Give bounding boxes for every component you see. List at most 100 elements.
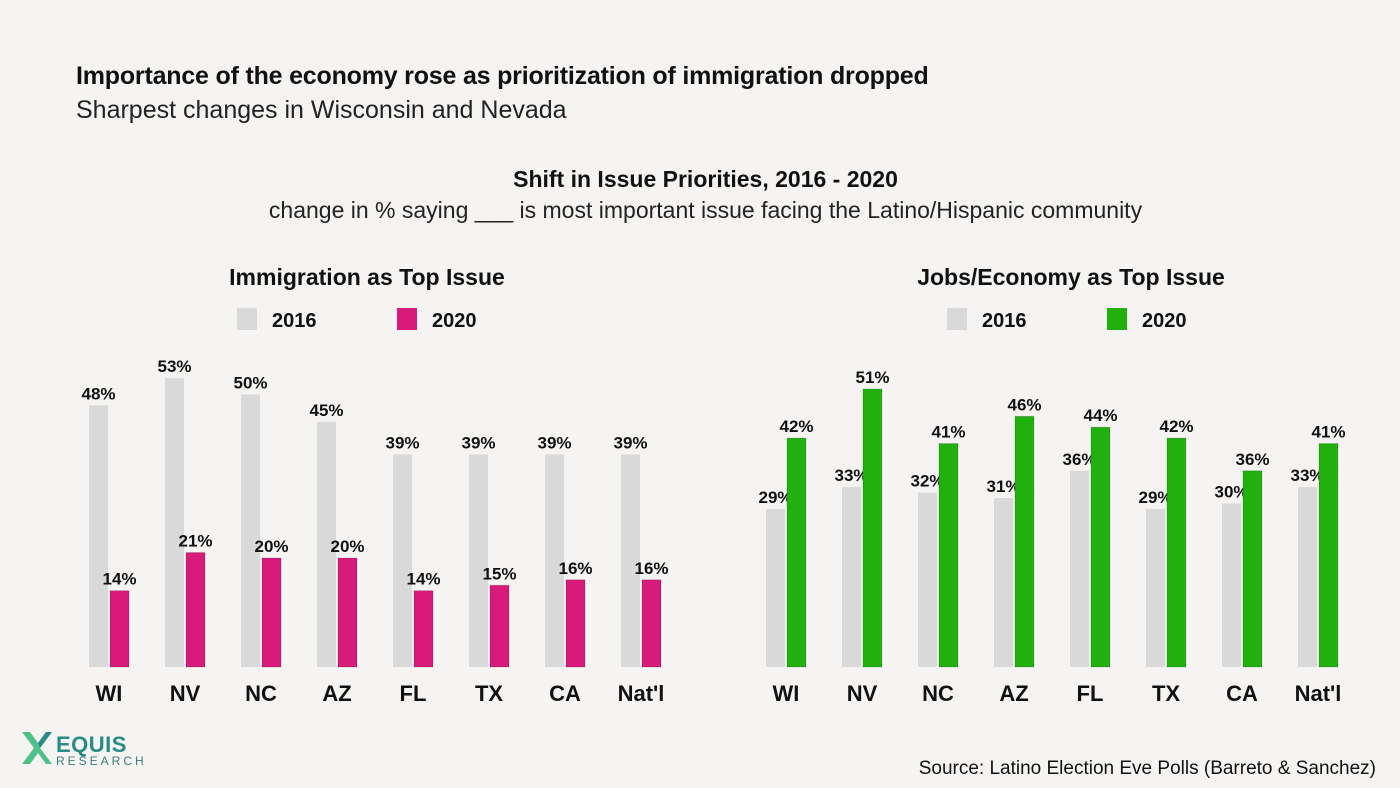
immigration-legend-label-2016: 2016 (272, 310, 317, 332)
source-note: Source: Latino Election Eve Polls (Barre… (918, 758, 1376, 779)
immigration-category-label-AZ: AZ (322, 681, 351, 706)
economy-value-label-AZ-2016: 31% (986, 477, 1020, 496)
immigration-legend-swatch-2016 (237, 308, 257, 330)
chart-subtitle: change in % saying ___ is most important… (268, 197, 1143, 223)
immigration-category-label-NC: NC (245, 681, 277, 706)
economy-value-label-WI-2020: 42% (779, 417, 813, 436)
economy-bar-NV-2016 (842, 487, 861, 667)
immigration-value-label-AZ-2016: 45% (309, 401, 343, 420)
economy-value-label-NC-2016: 32% (910, 472, 944, 491)
immigration-bar-AZ-2016 (317, 421, 336, 667)
economy-bar-WI-2016 (766, 508, 785, 667)
immigration-bar-AZ-2020 (337, 557, 358, 668)
immigration-bar-Natl-2020 (641, 579, 662, 668)
immigration-value-label-NC-2016: 50% (233, 374, 267, 393)
immigration-value-label-NV-2016: 53% (157, 357, 191, 376)
economy-category-label-WI: WI (773, 681, 800, 706)
immigration-bar-WI-2016 (89, 405, 108, 667)
immigration-bar-Natl-2016 (621, 454, 640, 667)
immigration-value-label-TX-2016: 39% (461, 433, 495, 452)
immigration-bar-FL-2020 (413, 590, 434, 668)
economy-value-label-Natl-2016: 33% (1290, 466, 1324, 485)
immigration-bar-CA-2016 (545, 454, 564, 667)
economy-category-label-FL: FL (1077, 681, 1104, 706)
economy-bar-CA-2016 (1222, 503, 1241, 667)
immigration-value-label-Natl-2020: 16% (634, 559, 668, 578)
immigration-value-label-WI-2020: 14% (102, 570, 136, 589)
immigration-bar-NC-2016 (241, 394, 260, 667)
economy-bar-Natl-2020 (1318, 443, 1339, 668)
immigration-bar-TX-2020 (489, 584, 510, 668)
economy-category-label-CA: CA (1226, 681, 1258, 706)
immigration-chart-title: Immigration as Top Issue (229, 264, 505, 290)
immigration-value-label-WI-2016: 48% (81, 384, 115, 403)
immigration-value-label-CA-2020: 16% (558, 559, 592, 578)
immigration-value-label-FL-2016: 39% (385, 433, 419, 452)
logo-subtitle: RESEARCH (56, 754, 147, 768)
immigration-value-label-AZ-2020: 20% (330, 537, 364, 556)
economy-category-label-NV: NV (847, 681, 878, 706)
economy-bar-TX-2016 (1146, 508, 1165, 667)
economy-value-label-WI-2016: 29% (758, 488, 792, 507)
economy-chart-title: Jobs/Economy as Top Issue (917, 264, 1225, 290)
economy-value-label-NC-2020: 41% (931, 423, 965, 442)
immigration-bar-NC-2020 (261, 557, 282, 668)
economy-bar-NV-2020 (862, 388, 883, 668)
economy-legend-label-2020: 2020 (1142, 310, 1187, 332)
chart-title: Shift in Issue Priorities, 2016 - 2020 (513, 166, 898, 192)
economy-value-label-CA-2020: 36% (1235, 450, 1269, 469)
immigration-value-label-FL-2020: 14% (406, 570, 440, 589)
economy-category-label-NC: NC (922, 681, 954, 706)
immigration-legend-label-2020: 2020 (432, 310, 477, 332)
economy-legend-label-2016: 2016 (982, 310, 1027, 332)
subhead: Sharpest changes in Wisconsin and Nevada (76, 96, 567, 124)
economy-legend-swatch-2016 (947, 308, 967, 330)
economy-legend-swatch-2020 (1107, 308, 1127, 330)
economy-category-label-AZ: AZ (999, 681, 1028, 706)
economy-bar-AZ-2020 (1014, 415, 1035, 668)
economy-category-label-Natl: Nat'l (1295, 681, 1342, 706)
economy-value-label-TX-2020: 42% (1159, 417, 1193, 436)
immigration-bar-WI-2020 (109, 590, 130, 668)
economy-bar-AZ-2016 (994, 498, 1013, 667)
immigration-value-label-TX-2020: 15% (482, 564, 516, 583)
headline: Importance of the economy rose as priori… (76, 62, 929, 90)
immigration-category-label-CA: CA (549, 681, 581, 706)
immigration-bar-NV-2016 (165, 378, 184, 667)
economy-bar-FL-2020 (1090, 426, 1111, 668)
equis-logo: EQUIS RESEARCH (20, 730, 144, 771)
economy-value-label-AZ-2020: 46% (1007, 395, 1041, 414)
economy-value-label-CA-2016: 30% (1214, 483, 1248, 502)
immigration-category-label-FL: FL (400, 681, 427, 706)
immigration-category-label-NV: NV (170, 681, 201, 706)
immigration-category-label-WI: WI (96, 681, 123, 706)
economy-bar-CA-2020 (1242, 470, 1263, 668)
immigration-category-label-Natl: Nat'l (618, 681, 665, 706)
economy-bar-NC-2016 (918, 492, 937, 667)
economy-value-label-TX-2016: 29% (1138, 488, 1172, 507)
economy-value-label-FL-2020: 44% (1083, 406, 1117, 425)
economy-value-label-FL-2016: 36% (1062, 450, 1096, 469)
economy-value-label-NV-2016: 33% (834, 466, 868, 485)
economy-value-label-NV-2020: 51% (855, 368, 889, 387)
immigration-bar-FL-2016 (393, 454, 412, 667)
logo-name: EQUIS (56, 732, 127, 757)
immigration-value-label-NC-2020: 20% (254, 537, 288, 556)
economy-category-label-TX: TX (1152, 681, 1180, 706)
economy-bar-FL-2016 (1070, 470, 1089, 667)
immigration-bar-CA-2020 (565, 579, 586, 668)
economy-bar-TX-2020 (1166, 437, 1187, 668)
immigration-value-label-NV-2020: 21% (178, 532, 212, 551)
economy-bar-Natl-2016 (1298, 487, 1317, 667)
immigration-bar-TX-2016 (469, 454, 488, 667)
economy-value-label-Natl-2020: 41% (1311, 423, 1345, 442)
immigration-bar-NV-2020 (185, 552, 206, 668)
economy-bar-WI-2020 (786, 437, 807, 668)
economy-bar-NC-2020 (938, 443, 959, 668)
immigration-category-label-TX: TX (475, 681, 503, 706)
immigration-legend-swatch-2020 (397, 308, 417, 330)
equis-x-icon (22, 732, 52, 764)
immigration-value-label-CA-2016: 39% (537, 433, 571, 452)
immigration-value-label-Natl-2016: 39% (613, 433, 647, 452)
